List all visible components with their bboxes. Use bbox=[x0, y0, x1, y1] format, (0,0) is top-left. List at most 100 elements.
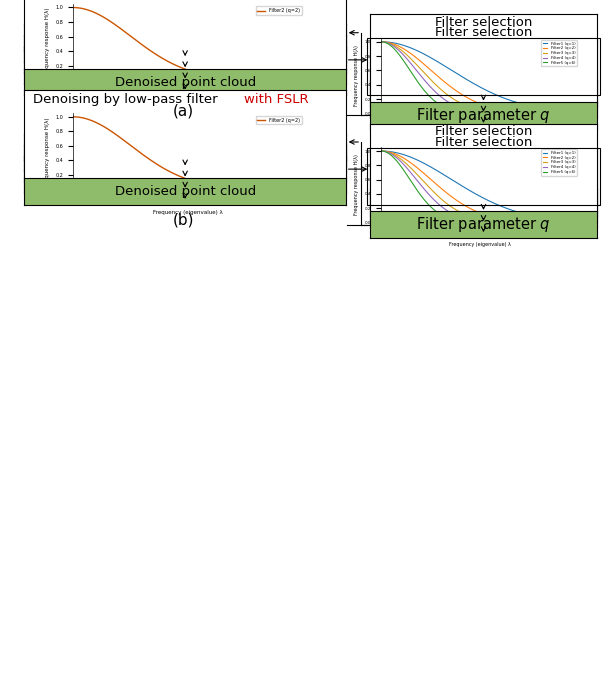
Filter5 (q=6) bbox=[544, 109, 551, 118]
Filter5 (q=6) bbox=[494, 219, 502, 227]
Legend: Filter1 (q=1), Filter2 (q=2), Filter3 (q=3), Filter4 (q=4), Filter5 (q=6): Filter1 (q=1), Filter2 (q=2), Filter3 (q… bbox=[541, 150, 577, 175]
Filter5 (q=6) bbox=[495, 219, 502, 227]
Line: Filter2 (q=2): Filter2 (q=2) bbox=[381, 42, 579, 113]
Filter2 (q=2) bbox=[207, 181, 214, 189]
Filter3 (q=3) bbox=[378, 38, 385, 46]
Filter4 (q=4) bbox=[557, 219, 564, 227]
Text: Noise level $\sigma_{est}$: Noise level $\sigma_{est}$ bbox=[433, 85, 534, 101]
Filter3 (q=3) bbox=[557, 109, 564, 118]
Filter2 (q=2) bbox=[211, 72, 218, 81]
Filter3 (q=3) bbox=[494, 108, 502, 116]
Filter3 (q=3) bbox=[575, 109, 583, 118]
Line: Filter5 (q=6): Filter5 (q=6) bbox=[381, 42, 579, 113]
Text: (a): (a) bbox=[173, 103, 194, 118]
Filter3 (q=3) bbox=[378, 147, 385, 155]
Filter4 (q=4) bbox=[575, 219, 583, 227]
Filter3 (q=3) bbox=[378, 147, 386, 155]
Filter2 (q=2) bbox=[278, 76, 286, 84]
Filter4 (q=4) bbox=[498, 219, 506, 227]
Filter1 (q=1) bbox=[544, 214, 551, 223]
Filter2 (q=2) bbox=[557, 109, 564, 118]
Text: Adjacency matrix $\mathbf{W}$: Adjacency matrix $\mathbf{W}$ bbox=[117, 52, 253, 68]
Text: Noisy point cloud: Noisy point cloud bbox=[127, 31, 243, 44]
Filter1 (q=1) bbox=[378, 147, 385, 155]
Filter2 (q=2) bbox=[206, 72, 214, 80]
Filter1 (q=1) bbox=[498, 203, 506, 211]
Line: Filter4 (q=4): Filter4 (q=4) bbox=[381, 151, 579, 223]
Filter2 (q=2) bbox=[378, 147, 386, 155]
Text: SLG: SLG bbox=[241, 152, 267, 164]
Filter3 (q=3) bbox=[544, 219, 551, 227]
Filter5 (q=6) bbox=[544, 219, 551, 227]
Line: Filter1 (q=1): Filter1 (q=1) bbox=[381, 151, 579, 221]
Filter2 (q=2) bbox=[69, 3, 76, 12]
Text: Filter selection: Filter selection bbox=[435, 125, 532, 139]
Filter2 (q=2) bbox=[211, 182, 218, 190]
X-axis label: Frequency (eigenvalue) λ: Frequency (eigenvalue) λ bbox=[449, 133, 511, 138]
Line: Filter3 (q=3): Filter3 (q=3) bbox=[381, 42, 579, 113]
Text: Noise level estimation: Noise level estimation bbox=[414, 158, 553, 171]
Filter1 (q=1) bbox=[557, 216, 564, 224]
Filter1 (q=1) bbox=[494, 201, 502, 209]
Filter2 (q=2) bbox=[300, 76, 308, 84]
Text: Filter selection: Filter selection bbox=[435, 26, 532, 40]
Text: (b): (b) bbox=[173, 212, 195, 228]
Filter5 (q=6) bbox=[575, 219, 583, 227]
Filter2 (q=2) bbox=[207, 72, 214, 80]
Filter4 (q=4) bbox=[378, 38, 385, 46]
Text: KNN: KNN bbox=[240, 42, 268, 55]
Filter2 (q=2) bbox=[575, 109, 583, 118]
Filter1 (q=1) bbox=[498, 93, 506, 102]
Text: Filter parameter $q$: Filter parameter $q$ bbox=[416, 106, 551, 125]
Filter4 (q=4) bbox=[378, 38, 386, 46]
Text: Adjacency matrix $\mathbf{W}$: Adjacency matrix $\mathbf{W}$ bbox=[117, 161, 253, 177]
Filter1 (q=1) bbox=[575, 217, 583, 226]
Line: Filter2 (q=2): Filter2 (q=2) bbox=[381, 151, 579, 223]
Filter4 (q=4) bbox=[544, 219, 551, 227]
Filter2 (q=2) bbox=[278, 185, 286, 193]
Filter2 (q=2) bbox=[300, 185, 308, 193]
Filter2 (q=2) bbox=[575, 219, 583, 227]
Filter4 (q=4) bbox=[544, 109, 551, 118]
Text: Noisy point cloud: Noisy point cloud bbox=[127, 141, 243, 153]
Line: Filter4 (q=4): Filter4 (q=4) bbox=[381, 42, 579, 113]
Filter3 (q=3) bbox=[544, 109, 551, 118]
Filter2 (q=2) bbox=[498, 215, 506, 223]
Filter4 (q=4) bbox=[494, 109, 502, 118]
Text: Graph construction (: Graph construction ( bbox=[114, 42, 252, 55]
X-axis label: Frequency (eigenvalue) λ: Frequency (eigenvalue) λ bbox=[154, 209, 223, 214]
Text: Graph construction (: Graph construction ( bbox=[114, 152, 252, 164]
Y-axis label: Frequency response H(λ): Frequency response H(λ) bbox=[45, 117, 50, 186]
Filter3 (q=3) bbox=[495, 217, 502, 226]
Text: ): ) bbox=[259, 152, 264, 164]
Filter3 (q=3) bbox=[498, 109, 506, 117]
Legend: Filter1 (q=1), Filter2 (q=2), Filter3 (q=3), Filter4 (q=4), Filter5 (q=6): Filter1 (q=1), Filter2 (q=2), Filter3 (q… bbox=[541, 40, 577, 66]
Filter2 (q=2) bbox=[378, 38, 385, 46]
Filter5 (q=6) bbox=[378, 147, 386, 155]
Text: (NEGW [13]): (NEGW [13]) bbox=[442, 73, 525, 86]
Filter5 (q=6) bbox=[495, 109, 502, 118]
Filter4 (q=4) bbox=[378, 147, 385, 155]
Filter2 (q=2) bbox=[206, 181, 214, 189]
Filter5 (q=6) bbox=[378, 38, 386, 46]
Filter3 (q=3) bbox=[498, 218, 506, 226]
Filter5 (q=6) bbox=[378, 38, 385, 46]
X-axis label: Frequency (eigenvalue) λ: Frequency (eigenvalue) λ bbox=[449, 242, 511, 247]
Line: Filter1 (q=1): Filter1 (q=1) bbox=[381, 42, 579, 112]
Text: Denoised point cloud: Denoised point cloud bbox=[114, 76, 256, 88]
Filter2 (q=2) bbox=[495, 105, 502, 113]
Line: Filter5 (q=6): Filter5 (q=6) bbox=[381, 151, 579, 223]
Filter2 (q=2) bbox=[378, 147, 385, 155]
Filter2 (q=2) bbox=[69, 113, 76, 121]
Text: (NF-GBP): (NF-GBP) bbox=[453, 182, 513, 196]
Text: Filter selection: Filter selection bbox=[435, 136, 532, 149]
Filter5 (q=6) bbox=[557, 109, 564, 118]
Filter1 (q=1) bbox=[378, 38, 386, 46]
Text: Noise level $\sigma_{est}$: Noise level $\sigma_{est}$ bbox=[433, 194, 534, 210]
Filter4 (q=4) bbox=[494, 219, 502, 227]
Filter5 (q=6) bbox=[557, 219, 564, 227]
Y-axis label: Frequency response H(λ): Frequency response H(λ) bbox=[45, 8, 50, 77]
Text: Denoising by low-pass filter: Denoising by low-pass filter bbox=[33, 93, 222, 106]
Filter1 (q=1) bbox=[495, 201, 502, 209]
Filter2 (q=2) bbox=[264, 185, 271, 193]
